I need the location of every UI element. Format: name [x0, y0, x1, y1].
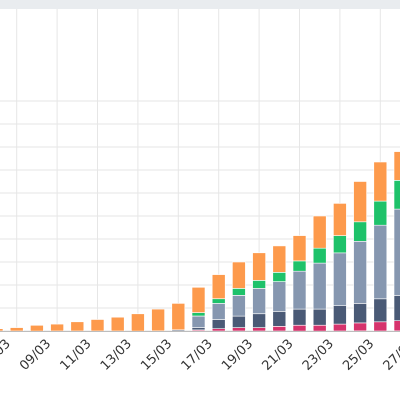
bar-segment	[70, 321, 85, 332]
bar-segment	[353, 303, 367, 324]
bar-segment	[393, 180, 400, 210]
bar-segment	[151, 308, 165, 332]
bar-segment	[333, 235, 347, 254]
bar-segment	[333, 203, 347, 236]
bar-segment	[373, 321, 388, 332]
bar-segment	[373, 298, 388, 323]
bar-segment	[232, 315, 246, 328]
x-tick-label: 19/03	[219, 337, 256, 374]
bar-segment	[191, 286, 206, 313]
bar-segment	[30, 324, 44, 332]
bar-segment	[252, 252, 266, 281]
bar-segment	[393, 151, 400, 181]
bar-segment	[191, 315, 206, 328]
bar-segment	[191, 312, 206, 317]
x-tick-label: 11/03	[57, 337, 94, 374]
bar-segment	[292, 324, 307, 332]
bar-segment	[50, 323, 64, 332]
x-tick-label: 15/03	[138, 337, 175, 374]
bar-segment	[171, 303, 186, 331]
bar-segment	[232, 327, 246, 332]
x-tick-label: 23/03	[300, 337, 337, 374]
bar-segment	[373, 161, 388, 202]
top-band	[0, 0, 400, 9]
bar-segment	[211, 328, 226, 332]
bar-segment	[312, 324, 327, 332]
x-tick-label: 09/03	[17, 337, 54, 374]
bars	[0, 151, 400, 332]
bar-segment	[272, 281, 287, 312]
bar-segment	[272, 245, 287, 273]
bar-segment	[353, 221, 367, 242]
bar-segment	[211, 298, 226, 304]
x-tick-label: 07/03	[0, 337, 14, 374]
bar-segment	[353, 241, 367, 304]
bar-segment	[333, 305, 347, 325]
x-tick-label: 21/03	[259, 337, 296, 374]
bar-segment	[90, 319, 105, 332]
x-tick-label: 13/03	[98, 337, 135, 374]
bar-segment	[353, 181, 367, 223]
bar-segment	[373, 224, 388, 300]
bar-segment	[191, 327, 206, 331]
bar-segment	[211, 303, 226, 320]
bar-segment	[232, 288, 246, 296]
bar-segment	[131, 313, 145, 332]
bar-segment	[393, 295, 400, 321]
bar-segment	[232, 261, 246, 289]
bar-segment	[312, 308, 327, 326]
bar-segment	[292, 270, 307, 310]
bar-segment	[252, 288, 266, 314]
bar-segment	[393, 208, 400, 296]
bar-segment	[353, 322, 367, 332]
bar-segment	[312, 247, 327, 264]
bar-segment	[232, 295, 246, 317]
x-tick-label: 27/03	[381, 337, 400, 374]
bar-segment	[373, 200, 388, 226]
x-tick-label: 17/03	[179, 337, 216, 374]
bar-segment	[393, 320, 400, 332]
x-tick-label: 25/03	[340, 337, 377, 374]
bar-segment	[211, 319, 226, 329]
bar-segment	[252, 280, 266, 289]
x-tick-labels: 07/03 09/03 11/03 13/03 15/03 17/03 19/03 21/03…	[0, 337, 400, 374]
bar-segment	[252, 327, 266, 332]
bar-segment	[333, 252, 347, 307]
bar-segment	[292, 235, 307, 262]
bar-segment	[272, 326, 287, 332]
bar-segment	[312, 262, 327, 310]
bar-segment	[292, 260, 307, 272]
bar-segment	[272, 311, 287, 327]
bar-segment	[211, 274, 226, 300]
bar-segment	[9, 327, 24, 332]
bar-segment	[292, 308, 307, 326]
bar-segment	[110, 316, 125, 332]
bar-segment	[252, 313, 266, 328]
bar-segment	[312, 215, 327, 249]
bar-segment	[0, 328, 4, 332]
bar-segment	[272, 272, 287, 282]
bar-segment	[333, 323, 347, 332]
